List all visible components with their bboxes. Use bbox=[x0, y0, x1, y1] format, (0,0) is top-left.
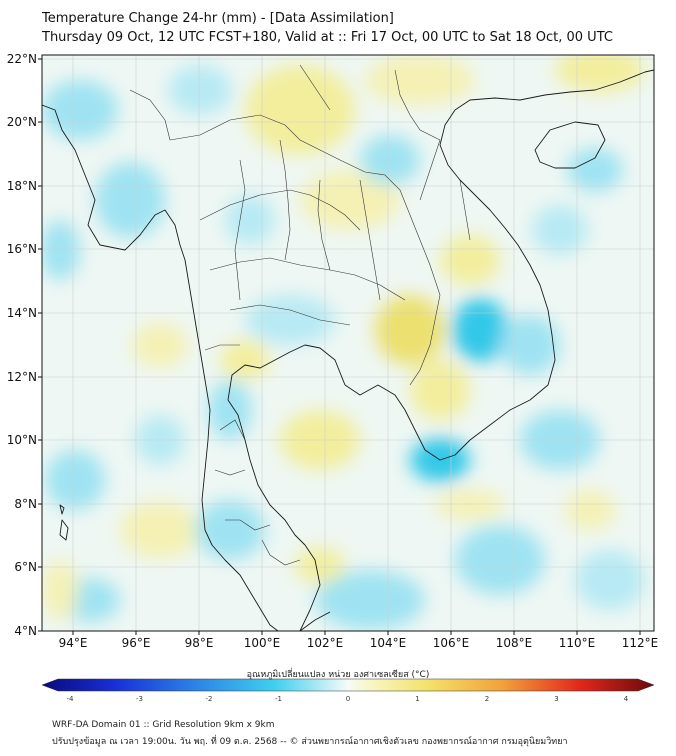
lon-tick-label: 96°E bbox=[122, 636, 151, 650]
map-frame bbox=[41, 54, 655, 632]
colorbar-tick-label: 2 bbox=[485, 695, 489, 703]
colorbar-tick-label: 4 bbox=[624, 695, 629, 703]
longitude-axis: 94°E 96°E 98°E 100°E 102°E 104°E 106°E 108°E 110… bbox=[59, 631, 659, 650]
coastlines bbox=[42, 69, 654, 631]
temperature-field bbox=[42, 55, 645, 630]
footer-model-info: WRF-DA Domain 01 :: Grid Resolution 9km … bbox=[52, 720, 275, 730]
colorbar-tick-label: 3 bbox=[554, 695, 558, 703]
colorbar-tick-label: -3 bbox=[136, 695, 143, 703]
lon-tick-label: 94°E bbox=[59, 636, 88, 650]
lon-tick-label: 112°E bbox=[622, 636, 659, 650]
admin-borders bbox=[129, 64, 471, 566]
lon-tick-label: 98°E bbox=[185, 636, 214, 650]
lat-tick-label: 16°N bbox=[7, 242, 37, 256]
colorbar-tick-label: 0 bbox=[346, 695, 350, 703]
lat-tick-label: 4°N bbox=[14, 624, 37, 638]
lon-tick-label: 108°E bbox=[496, 636, 533, 650]
lon-tick-label: 102°E bbox=[307, 636, 344, 650]
colorbar-ticks: -4 -3 -2 -1 0 1 2 3 4 bbox=[67, 695, 629, 703]
colorbar-title: อุณหภูมิเปลี่ยนแปลง หน่วย องศาเซลเซียส (… bbox=[246, 670, 430, 680]
colorbar-tick-label: -4 bbox=[67, 695, 75, 703]
lat-tick-label: 20°N bbox=[7, 115, 37, 129]
lat-tick-label: 22°N bbox=[7, 52, 37, 66]
latitude-axis: 4°N 6°N 8°N 10°N 12°N 14°N 16°N 18°N 20°N 22°N bbox=[7, 52, 42, 638]
footer-credit: ปรับปรุงข้อมูล ณ เวลา 19:00น. วัน พฤ. ที… bbox=[52, 737, 568, 747]
colorbar-tick-label: 1 bbox=[415, 695, 419, 703]
graticule bbox=[42, 55, 654, 631]
lat-tick-label: 10°N bbox=[7, 433, 37, 447]
map-subtitle-valid-time: Thursday 09 Oct, 12 UTC FCST+180, Valid … bbox=[42, 30, 613, 45]
colorbar: -4 -3 -2 -1 0 1 2 3 4 bbox=[41, 678, 655, 703]
colorbar-tick-label: -1 bbox=[275, 695, 282, 703]
colorbar-ramp bbox=[41, 678, 655, 692]
lat-tick-label: 8°N bbox=[14, 497, 37, 511]
map-title: Temperature Change 24-hr (mm) - [Data As… bbox=[42, 11, 394, 26]
colorbar-tick-label: -2 bbox=[206, 695, 213, 703]
lat-tick-label: 12°N bbox=[7, 370, 37, 384]
lon-tick-label: 110°E bbox=[559, 636, 596, 650]
lon-tick-label: 104°E bbox=[370, 636, 407, 650]
lat-tick-label: 14°N bbox=[7, 306, 37, 320]
lon-tick-label: 106°E bbox=[433, 636, 470, 650]
lon-tick-label: 100°E bbox=[244, 636, 281, 650]
lat-tick-label: 6°N bbox=[14, 560, 37, 574]
lat-tick-label: 18°N bbox=[7, 179, 37, 193]
